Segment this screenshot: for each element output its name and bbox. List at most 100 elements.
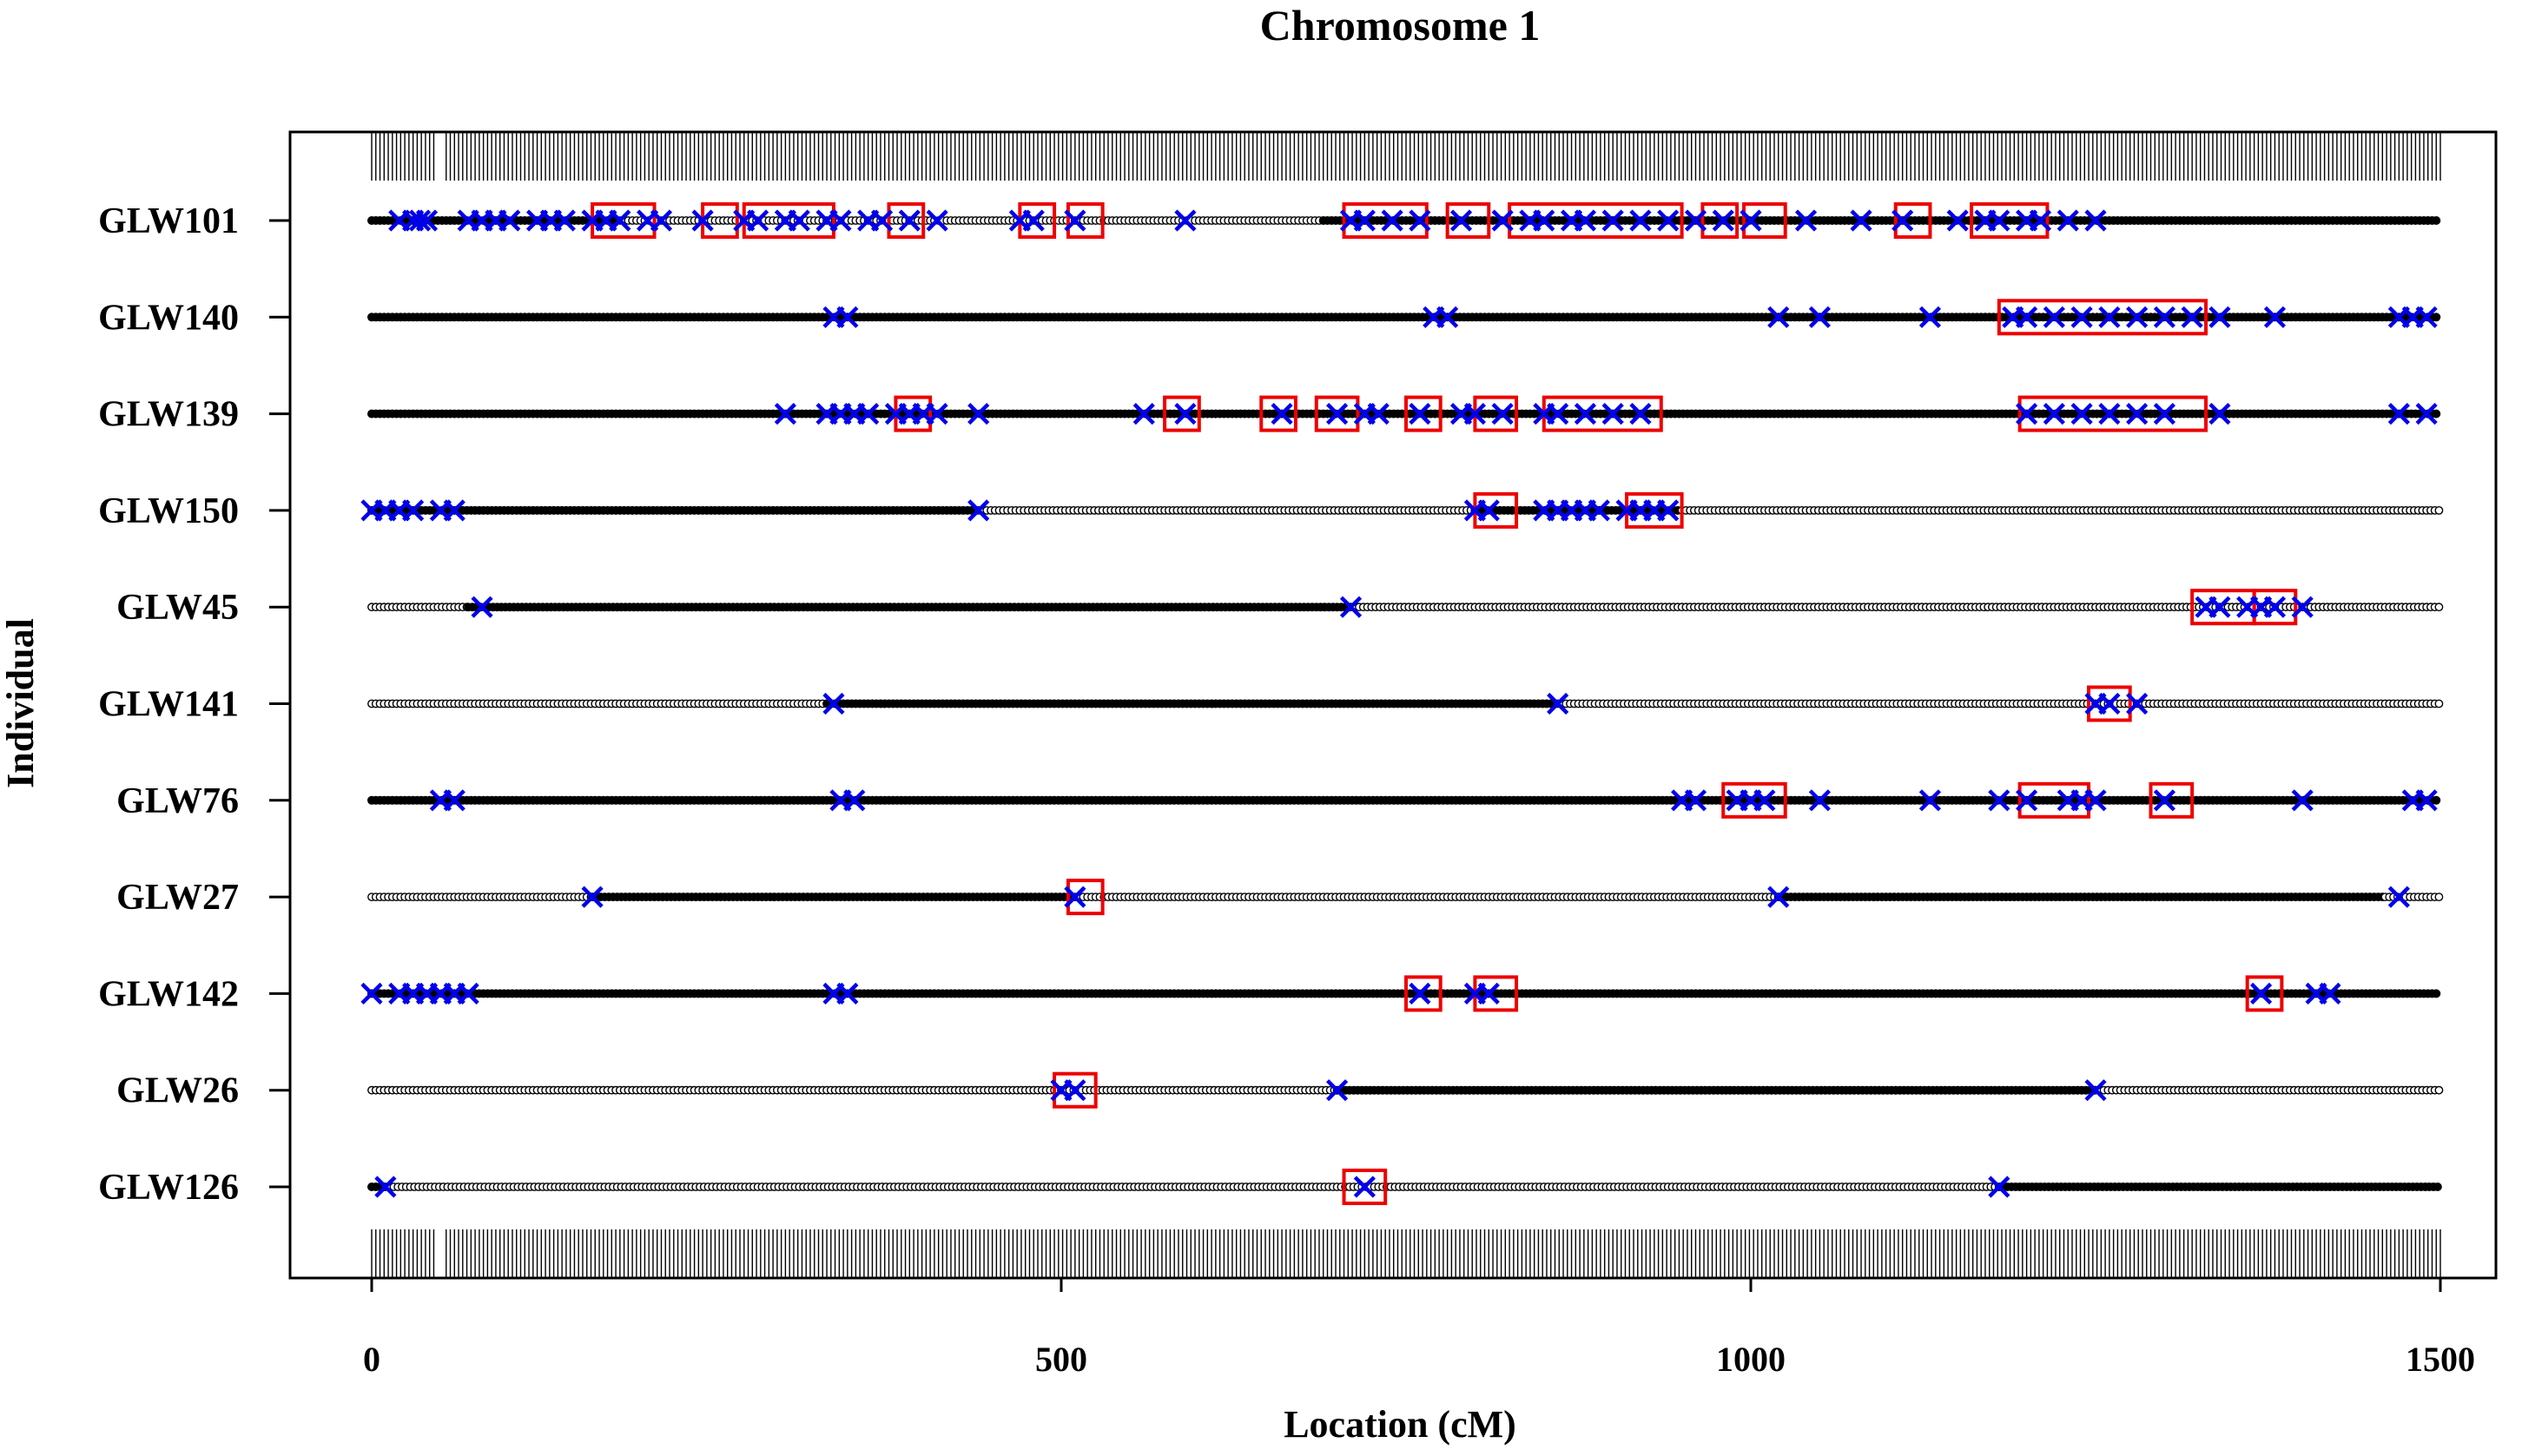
crossover-marker xyxy=(1353,209,1376,232)
crossover-marker xyxy=(2070,306,2093,328)
genotype-marker xyxy=(2434,699,2444,708)
crossover-marker xyxy=(843,789,866,812)
crossover-marker xyxy=(1174,403,1197,425)
crossover-marker xyxy=(1547,692,1569,715)
genotype-marker xyxy=(2432,313,2441,322)
crossover-marker xyxy=(415,209,439,232)
crossover-marker xyxy=(1601,209,1624,232)
crossover-box xyxy=(1163,395,1201,432)
marker-rug-top xyxy=(371,132,2441,181)
crossover-marker xyxy=(1547,403,1569,425)
crossover-box xyxy=(1508,202,1684,239)
crossover-marker xyxy=(2208,403,2231,425)
crossover-marker xyxy=(1794,209,1818,232)
crossover-box xyxy=(2017,395,2208,432)
crossover-box xyxy=(1997,299,2208,336)
crossover-marker xyxy=(1767,306,1790,328)
crossover-box xyxy=(2087,685,2132,722)
crossover-box xyxy=(2149,781,2195,819)
row-glw139: GLW139 xyxy=(98,395,2441,435)
crossover-box xyxy=(1893,202,1932,239)
crossover-marker xyxy=(2208,596,2231,618)
individual-rows: GLW101 GLW140 GLW139 GLW150 GLW45 GLW141 GLW76… xyxy=(98,201,2444,1208)
individual-label: GLW45 xyxy=(116,588,239,628)
crossover-marker xyxy=(829,209,852,232)
crossover-box xyxy=(1066,202,1105,239)
crossover-marker xyxy=(2016,403,2038,425)
crossover-marker xyxy=(1533,209,1555,232)
row-glw141: GLW141 xyxy=(98,685,2444,725)
crossover-marker xyxy=(1753,789,1776,812)
chart-title: Chromosome 1 xyxy=(1260,1,1541,49)
crossover-marker xyxy=(2043,403,2065,425)
crossover-marker xyxy=(926,209,948,232)
individual-label: GLW150 xyxy=(98,491,239,531)
crossover-marker xyxy=(1657,499,1680,522)
genotype-marker xyxy=(2432,409,2441,418)
marker-rug-bottom xyxy=(371,1229,2441,1278)
genotype-marker xyxy=(2434,603,2444,612)
crossover-marker xyxy=(2263,596,2287,618)
crossover-marker xyxy=(2043,306,2065,328)
crossover-marker xyxy=(2291,596,2314,618)
crossover-marker xyxy=(836,306,859,328)
crossover-marker xyxy=(1808,306,1831,328)
crossover-marker xyxy=(1988,209,2010,232)
crossover-box xyxy=(1404,395,1443,432)
crossover-marker xyxy=(1463,403,1486,425)
crossover-marker xyxy=(857,403,880,425)
crossover-marker xyxy=(553,209,576,232)
crossover-marker xyxy=(2126,692,2149,715)
crossover-marker xyxy=(967,499,990,522)
individual-label: GLW27 xyxy=(116,878,239,918)
crossover-marker xyxy=(747,209,769,232)
crossover-marker xyxy=(1381,209,1403,232)
crossover-marker xyxy=(691,209,714,232)
crossover-box xyxy=(1342,202,1429,239)
crossover-marker xyxy=(408,209,432,232)
genotype-marker xyxy=(2432,216,2441,225)
individual-label: GLW141 xyxy=(98,685,239,725)
crossover-marker xyxy=(2098,692,2121,715)
crossover-marker xyxy=(926,403,948,425)
row-glw140: GLW140 xyxy=(98,298,2441,338)
crossover-marker xyxy=(1850,209,1872,232)
crossover-box xyxy=(2017,781,2091,819)
crossover-marker xyxy=(1918,306,1942,328)
crossover-marker xyxy=(2415,403,2438,425)
crossover-marker xyxy=(1132,403,1155,425)
crossover-marker xyxy=(1918,789,1942,812)
crossover-marker xyxy=(2415,789,2438,812)
crossover-marker xyxy=(2153,789,2175,812)
crossover-marker xyxy=(1326,403,1349,425)
crossover-box xyxy=(1721,781,1787,819)
crossover-marker xyxy=(822,692,845,715)
row-glw101: GLW101 xyxy=(98,201,2441,241)
crossover-box xyxy=(1314,395,1360,432)
crossover-marker xyxy=(870,209,894,232)
genotype-marker xyxy=(2434,506,2444,515)
crossover-marker xyxy=(1657,209,1680,232)
crossover-marker xyxy=(1629,209,1652,232)
crossover-marker xyxy=(1367,403,1390,425)
crossover-box xyxy=(1445,202,1491,239)
crossover-marker xyxy=(1988,789,2010,812)
crossover-marker xyxy=(2153,306,2175,328)
crossover-marker xyxy=(1436,306,1459,328)
row-glw27: GLW27 xyxy=(116,878,2444,918)
crossover-marker xyxy=(2291,789,2314,812)
crossover-marker xyxy=(1409,209,1431,232)
crossover-marker xyxy=(1629,403,1652,425)
crossover-marker xyxy=(2098,306,2121,328)
crossover-marker xyxy=(2153,403,2175,425)
crossover-box xyxy=(1259,395,1297,432)
crossover-box xyxy=(1700,202,1740,239)
crossover-marker xyxy=(2126,403,2149,425)
crossover-marker xyxy=(2126,306,2149,328)
crossover-marker xyxy=(1892,209,1914,232)
crossover-marker xyxy=(1684,789,1707,812)
crossover-marker xyxy=(1574,209,1597,232)
crossover-marker xyxy=(443,499,465,522)
crossover-marker xyxy=(2016,306,2038,328)
crossover-marker xyxy=(498,209,521,232)
